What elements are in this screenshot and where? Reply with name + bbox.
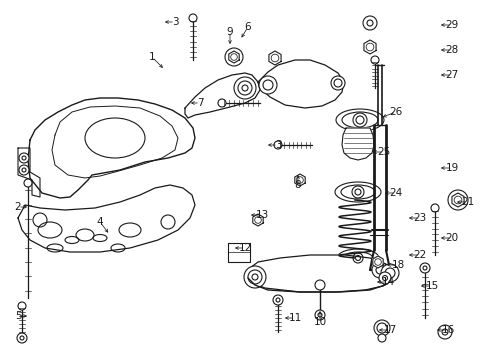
Text: 5: 5: [15, 311, 21, 321]
Ellipse shape: [336, 249, 378, 267]
Text: 19: 19: [445, 163, 458, 173]
Text: 7: 7: [196, 98, 203, 108]
Polygon shape: [372, 256, 383, 268]
Circle shape: [272, 295, 283, 305]
Circle shape: [238, 81, 251, 95]
Circle shape: [273, 141, 282, 149]
Text: 16: 16: [441, 325, 454, 335]
Circle shape: [19, 153, 29, 163]
Polygon shape: [18, 185, 195, 252]
Circle shape: [420, 264, 428, 272]
Text: 25: 25: [377, 147, 390, 157]
Text: 2: 2: [15, 202, 21, 212]
Circle shape: [371, 262, 387, 278]
Text: 1: 1: [148, 52, 155, 62]
Text: 15: 15: [425, 281, 438, 291]
Polygon shape: [294, 174, 305, 186]
Circle shape: [430, 204, 438, 212]
Text: 14: 14: [381, 277, 394, 287]
Circle shape: [351, 186, 363, 198]
Circle shape: [352, 113, 366, 127]
Circle shape: [314, 280, 325, 290]
Polygon shape: [363, 40, 375, 54]
Text: 6: 6: [244, 22, 251, 32]
Text: 20: 20: [445, 233, 458, 243]
Polygon shape: [28, 98, 195, 198]
Text: 3: 3: [171, 17, 178, 27]
Polygon shape: [341, 128, 373, 160]
Polygon shape: [252, 214, 263, 226]
Circle shape: [330, 76, 345, 90]
Circle shape: [437, 325, 451, 339]
Text: 29: 29: [445, 20, 458, 30]
Circle shape: [218, 99, 225, 107]
Circle shape: [273, 296, 282, 304]
Polygon shape: [247, 255, 394, 292]
Polygon shape: [18, 148, 40, 197]
Circle shape: [17, 333, 27, 343]
Circle shape: [373, 320, 389, 336]
Circle shape: [314, 310, 325, 320]
Text: 8: 8: [294, 180, 301, 190]
Circle shape: [24, 179, 32, 187]
Circle shape: [19, 165, 29, 175]
Circle shape: [362, 16, 376, 30]
Circle shape: [259, 76, 276, 94]
Circle shape: [378, 272, 390, 284]
Text: 23: 23: [412, 213, 426, 223]
Text: 18: 18: [390, 260, 404, 270]
Ellipse shape: [334, 182, 380, 202]
Polygon shape: [268, 51, 281, 65]
Text: 12: 12: [238, 243, 251, 253]
Circle shape: [419, 263, 429, 273]
Polygon shape: [258, 60, 343, 108]
Circle shape: [352, 253, 362, 263]
Text: 26: 26: [388, 107, 402, 117]
Polygon shape: [228, 51, 239, 63]
Text: 27: 27: [445, 70, 458, 80]
Text: 13: 13: [255, 210, 268, 220]
Text: 9: 9: [226, 27, 233, 37]
Text: 4: 4: [97, 217, 103, 227]
Text: 28: 28: [445, 45, 458, 55]
Text: 11: 11: [288, 313, 301, 323]
Circle shape: [18, 302, 26, 310]
Circle shape: [189, 14, 197, 22]
Text: 24: 24: [388, 188, 402, 198]
Ellipse shape: [335, 109, 383, 131]
Polygon shape: [451, 193, 463, 207]
Circle shape: [380, 264, 398, 282]
Polygon shape: [184, 73, 260, 118]
Text: 17: 17: [383, 325, 396, 335]
Circle shape: [377, 334, 385, 342]
Circle shape: [370, 56, 378, 64]
Circle shape: [244, 266, 265, 288]
Text: 21: 21: [461, 197, 474, 207]
Text: 22: 22: [412, 250, 426, 260]
Text: 10: 10: [313, 317, 326, 327]
Text: 3: 3: [274, 140, 281, 150]
